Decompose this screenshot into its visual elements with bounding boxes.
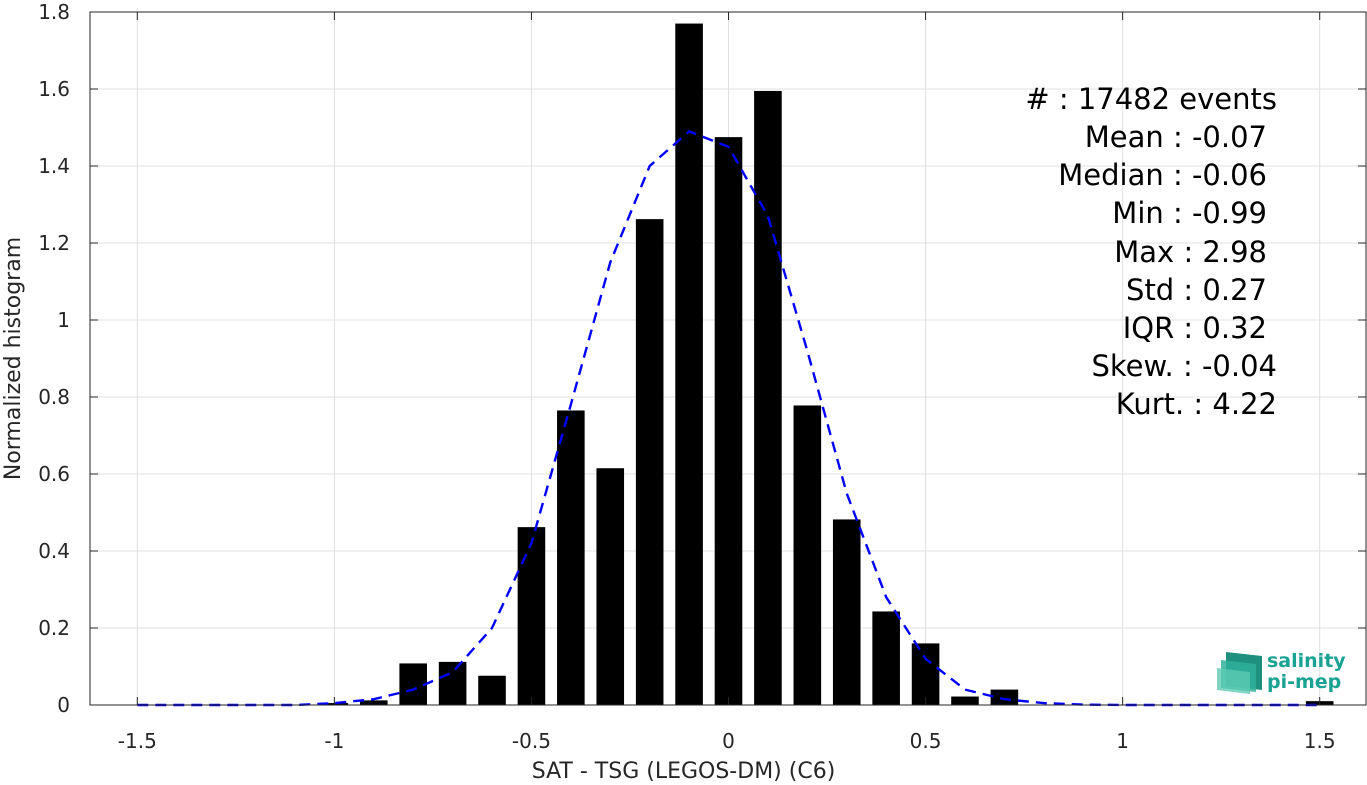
histogram-bar	[359, 700, 388, 705]
y-axis-label: Normalized histogram	[1, 237, 26, 480]
y-tick-label: 0	[57, 693, 70, 717]
x-tick-label: 0	[722, 729, 735, 753]
y-tick-label: 1.2	[38, 231, 70, 255]
x-tick-label: 0.5	[910, 729, 942, 753]
stat-iqr: IQR : 0.32	[1123, 311, 1267, 345]
x-tick-label: 1.5	[1304, 729, 1336, 753]
x-tick-label: 1	[1116, 729, 1129, 753]
y-tick-label: 0.2	[38, 616, 70, 640]
histogram-bar	[793, 405, 822, 705]
histogram-bar	[714, 137, 743, 705]
histogram-bar	[438, 661, 467, 705]
stat-max: Max : 2.98	[1114, 235, 1267, 269]
logo-wave-icon	[1217, 652, 1262, 694]
y-tick-label: 1.8	[38, 0, 70, 24]
histogram-bar	[478, 675, 506, 705]
histogram-bar	[872, 611, 900, 705]
x-axis-ticks: -1.5 -1 -0.5 0 0.5 1 1.5	[118, 12, 1336, 753]
histogram-bar	[832, 519, 861, 705]
stat-mean: Mean : -0.07	[1085, 120, 1267, 154]
stat-kurtosis: Kurt. : 4.22	[1116, 387, 1277, 421]
stat-events: # : 17482 events	[1025, 82, 1277, 116]
x-axis-label: SAT - TSG (LEGOS-DM) (C6)	[532, 759, 836, 784]
stat-std: Std : 0.27	[1126, 273, 1267, 307]
histogram-bar	[557, 410, 585, 705]
y-tick-label: 1	[57, 308, 70, 332]
x-tick-label: -1	[324, 729, 344, 753]
salinity-pi-mep-logo: salinity pi-mep	[1217, 650, 1346, 694]
y-tick-label: 1.6	[38, 77, 70, 101]
histogram-bar	[675, 23, 703, 706]
histogram-bar	[635, 219, 664, 705]
histogram-bar	[399, 663, 427, 705]
x-tick-label: -1.5	[118, 729, 157, 753]
histogram-bar	[951, 696, 979, 705]
stat-min: Min : -0.99	[1112, 196, 1267, 230]
histogram-bar	[990, 689, 1019, 705]
logo-text-salinity: salinity	[1267, 650, 1346, 672]
y-tick-label: 1.4	[38, 154, 70, 178]
statistics-annotation: # : 17482 events Mean : -0.07 Median : -…	[1025, 82, 1277, 421]
y-tick-label: 0.4	[38, 539, 70, 563]
histogram-bar	[596, 468, 625, 705]
logo-text-pi-mep: pi-mep	[1267, 671, 1341, 693]
y-tick-label: 0.6	[38, 462, 70, 486]
stat-skewness: Skew. : -0.04	[1091, 349, 1277, 383]
stat-median: Median : -0.06	[1058, 158, 1267, 192]
y-axis-ticks: 0 0.2 0.4 0.6 0.8 1 1.2 1.4 1.6 1.8	[38, 0, 1366, 717]
histogram-bars	[320, 23, 1334, 706]
x-tick-label: -0.5	[512, 729, 551, 753]
histogram-bar	[754, 90, 782, 706]
histogram-bar	[517, 527, 546, 705]
histogram-bar	[911, 643, 940, 705]
y-tick-label: 0.8	[38, 385, 70, 409]
